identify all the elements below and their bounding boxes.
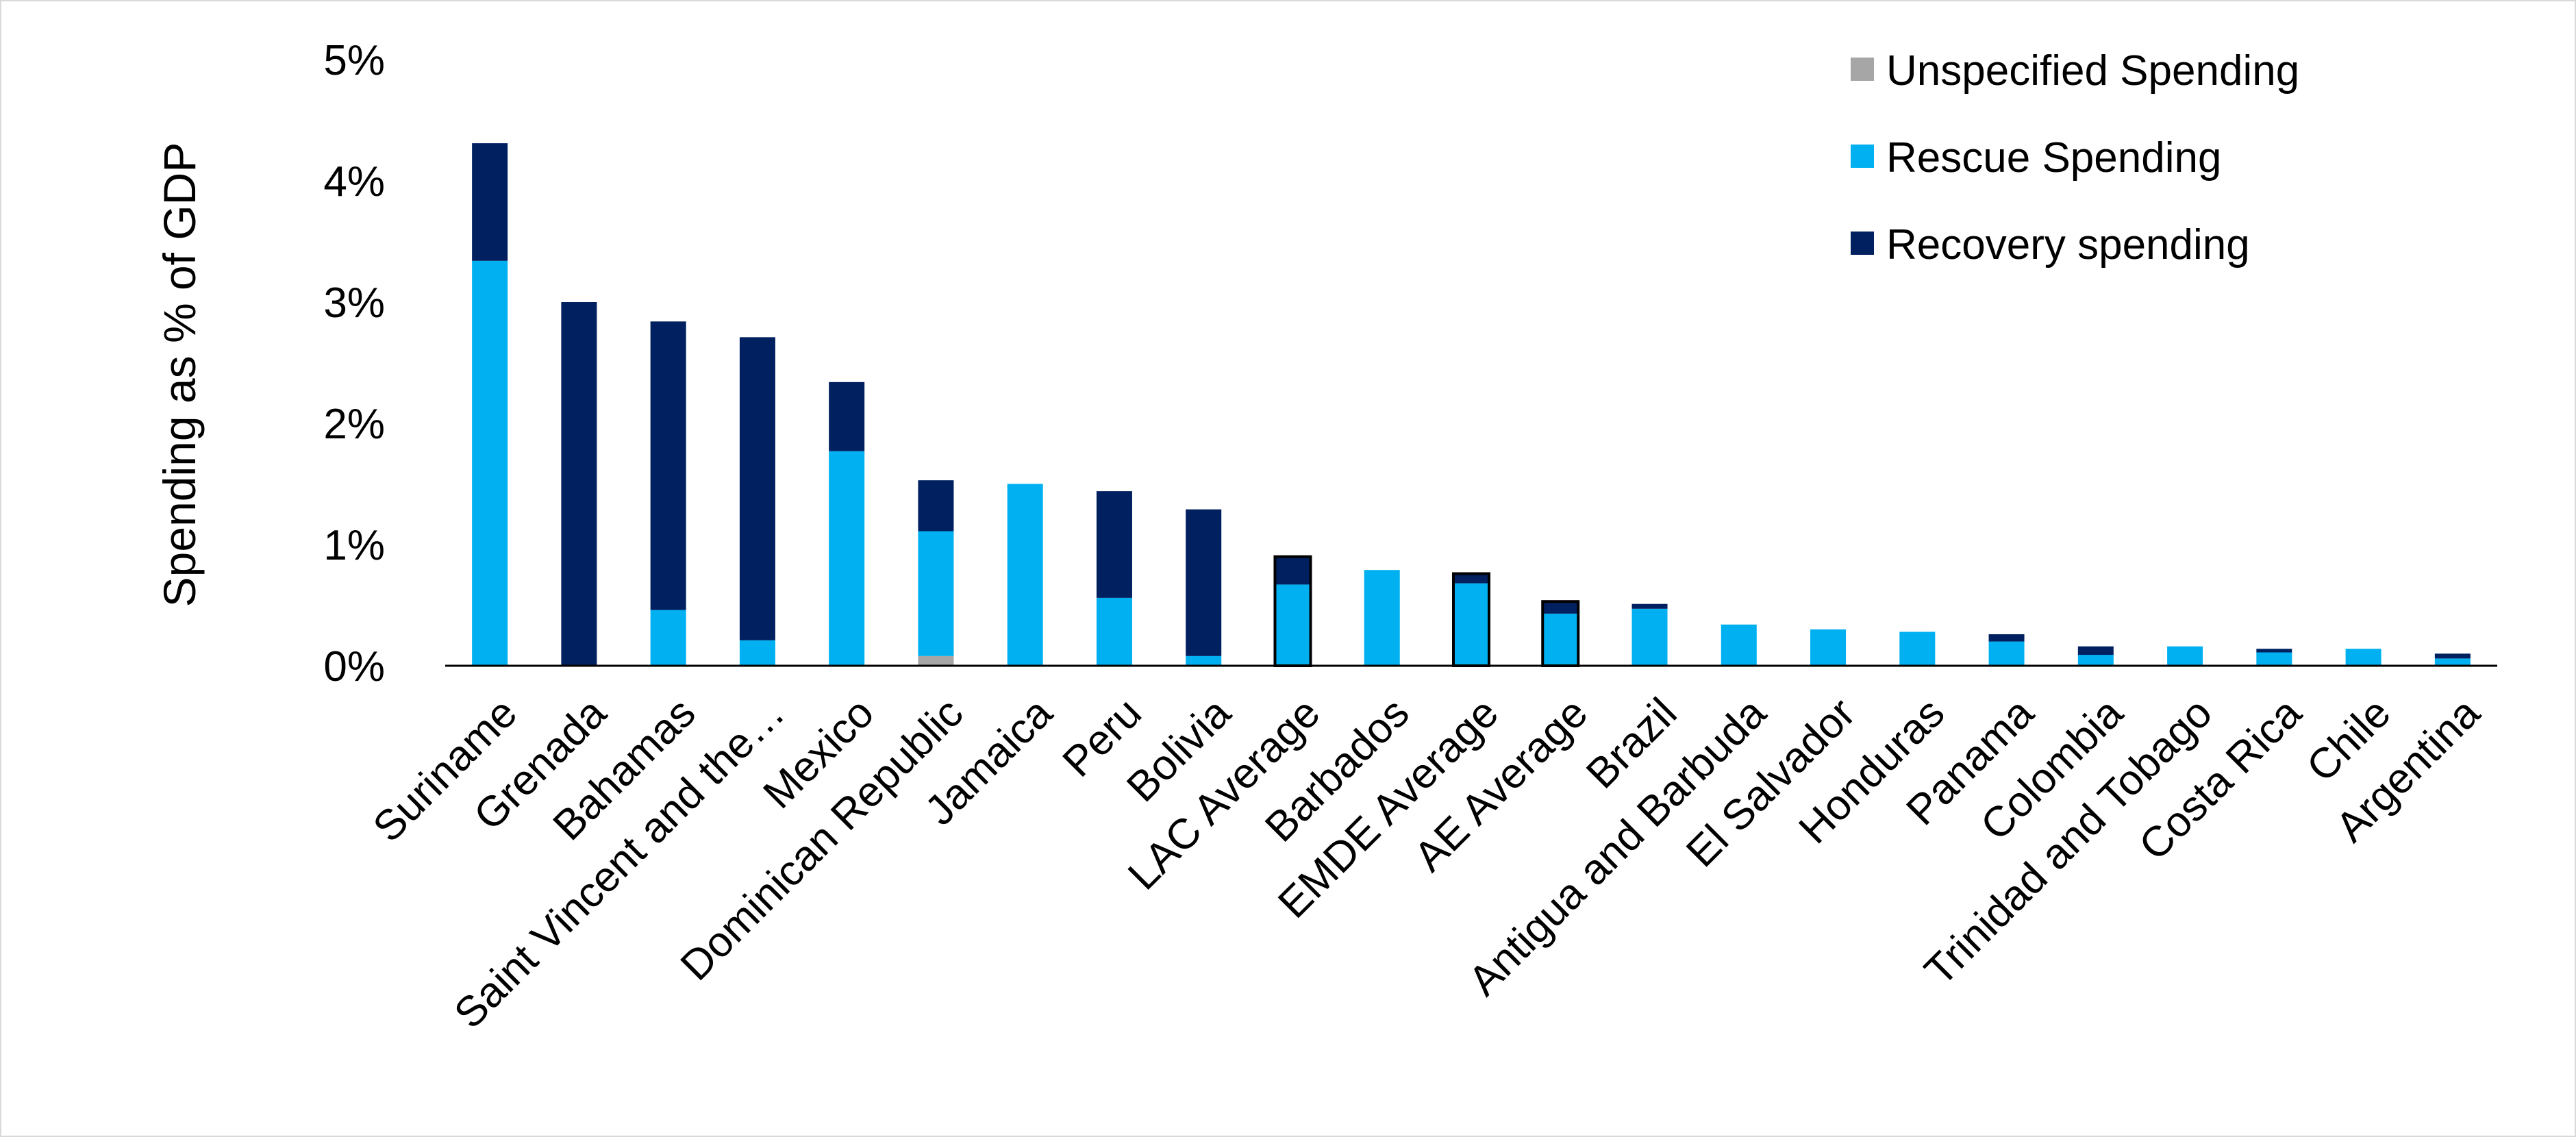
legend-label: Unspecified Spending: [1886, 47, 2299, 95]
bar-segment: [1542, 613, 1579, 666]
bar-segment: [1542, 601, 1579, 614]
y-tick-label: 0%: [323, 643, 385, 690]
bar-segment: [1007, 484, 1043, 666]
legend-swatch: [1851, 145, 1874, 168]
legend: Unspecified Spending Rescue Spending Recov…: [1851, 47, 2299, 268]
bar-segment: [650, 321, 686, 610]
y-tick-label: 2%: [323, 401, 385, 448]
bar-segment: [739, 337, 775, 640]
bar-segment: [918, 655, 954, 666]
bar-segment: [1631, 603, 1668, 609]
legend-label: Rescue Spending: [1886, 134, 2221, 182]
bar-segment: [1988, 641, 2025, 666]
legend-swatch: [1851, 232, 1874, 255]
bar-segment: [650, 610, 686, 666]
bar-segment: [2077, 646, 2114, 655]
bar-segment: [829, 382, 865, 451]
bar-segment: [1186, 655, 1222, 666]
bar-segment: [1275, 584, 1311, 666]
bar-segment: [2256, 652, 2292, 666]
bar-segment: [561, 302, 597, 666]
bar-segment: [2434, 653, 2471, 659]
bar-segment: [918, 480, 954, 532]
bar-segment: [1810, 629, 1847, 666]
bar-segment: [1453, 583, 1489, 666]
y-axis-title: Spending as % of GDP: [154, 142, 205, 608]
bar-segment: [2077, 655, 2114, 666]
bar-segment: [1721, 624, 1757, 666]
bar-segment: [1631, 608, 1668, 666]
bar-segment: [1186, 509, 1222, 656]
legend-swatch: [1851, 58, 1874, 81]
y-tick-label: 5%: [323, 37, 385, 84]
bar-segment: [739, 640, 775, 666]
bar-segment: [2256, 649, 2292, 653]
bar-segment: [1899, 632, 1936, 666]
bar-segment: [1275, 556, 1311, 585]
bar-segment: [918, 531, 954, 656]
y-tick-label: 3%: [323, 279, 385, 327]
bar-segment: [829, 451, 865, 666]
legend-label: Recovery spending: [1886, 221, 2250, 268]
bars: [472, 143, 2471, 668]
y-tick-label: 4%: [323, 158, 385, 205]
bar-segment: [1988, 634, 2025, 642]
bar-segment: [1453, 573, 1489, 584]
bar-segment: [2345, 649, 2381, 666]
bar-segment: [2434, 658, 2471, 666]
bar-segment: [1096, 491, 1132, 598]
bar-segment: [1364, 570, 1400, 666]
bar-segment: [472, 260, 508, 666]
bar-segment: [472, 143, 508, 261]
bar-segment: [1096, 597, 1132, 666]
y-axis-tick-labels: 0% 1% 2% 3% 4% 5%: [323, 37, 385, 690]
bar-segment: [2167, 646, 2203, 666]
y-tick-label: 1%: [323, 522, 385, 569]
